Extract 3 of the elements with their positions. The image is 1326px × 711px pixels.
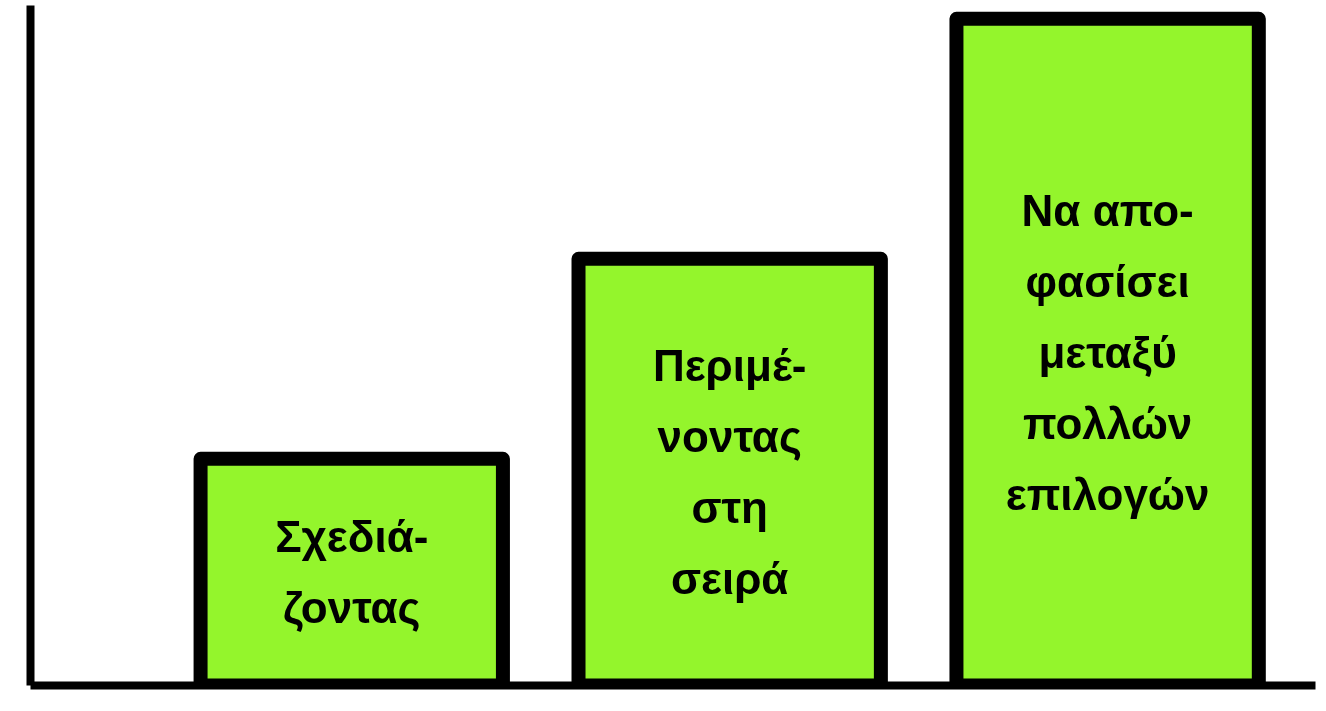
x-tick-label: Σχεδιά- ζοντας xyxy=(275,512,429,634)
x-tick-label: Να απο- φασίσει μεταξύ πολλών επιλογών xyxy=(1005,185,1210,519)
x-tick-label: Περιμέ- νοντας στη σειρά xyxy=(652,341,807,604)
